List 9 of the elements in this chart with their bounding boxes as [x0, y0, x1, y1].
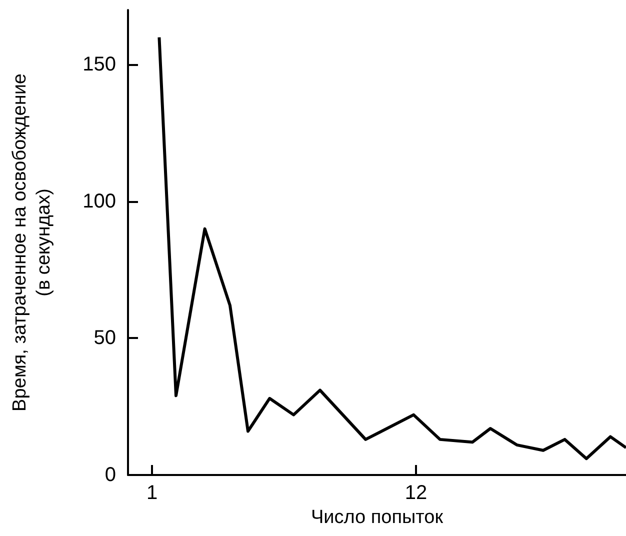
x-tick-label: 12 — [404, 482, 428, 504]
line-series — [158, 36, 626, 460]
y-axis-title: Время, затраченное на освобождение (в секундах) — [10, 74, 54, 412]
x-axis-title: Число попыток — [310, 507, 444, 528]
y-tick-label: 150 — [82, 54, 116, 76]
x-tick-label: 1 — [146, 482, 158, 504]
y-tick-label: 100 — [82, 190, 116, 212]
y-tick-label: 50 — [94, 327, 116, 350]
y-tick-label: 0 — [104, 464, 116, 486]
